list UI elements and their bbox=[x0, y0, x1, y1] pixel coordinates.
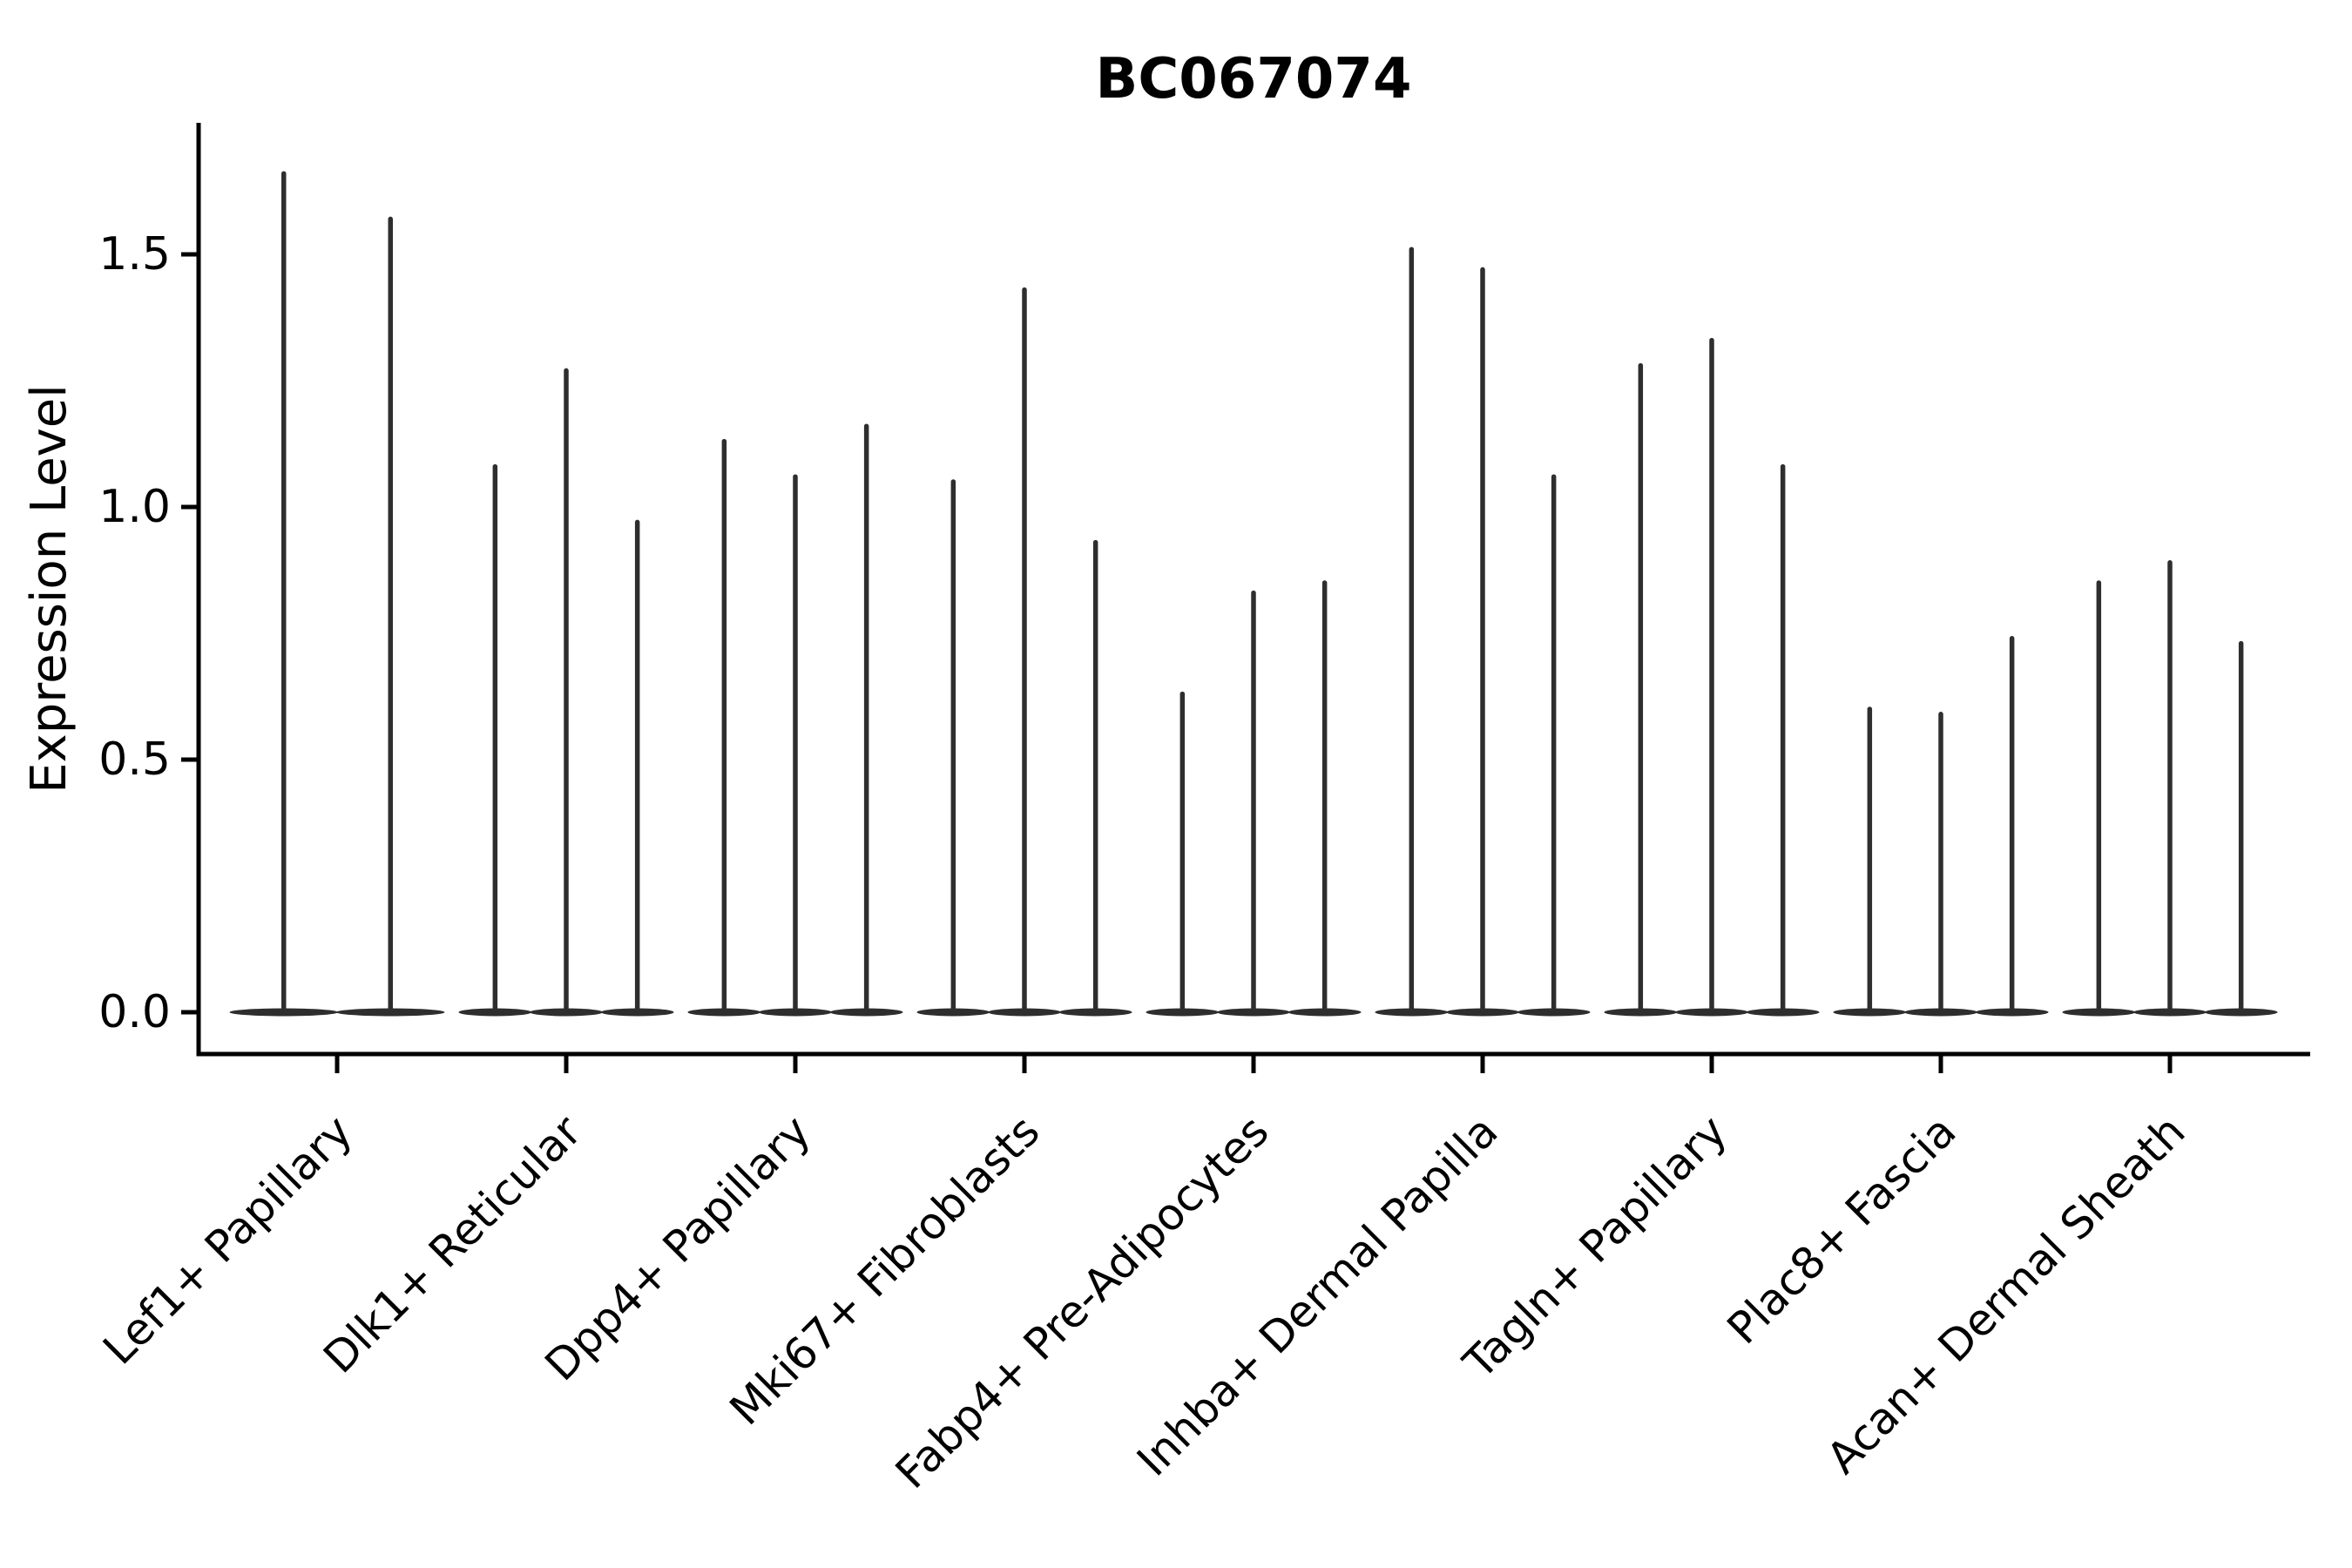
x-tick-label: Plac8+ Fascia bbox=[1718, 1105, 1966, 1354]
violin-group bbox=[1604, 337, 1820, 1017]
violin-group bbox=[2062, 560, 2278, 1017]
violin-group bbox=[229, 171, 445, 1017]
violin-group bbox=[1375, 247, 1591, 1017]
x-tick-label: Lef1+ Papillary bbox=[93, 1105, 362, 1374]
violin-group bbox=[687, 423, 903, 1017]
violin-group bbox=[916, 287, 1132, 1017]
y-tick-label: 1.5 bbox=[98, 228, 171, 280]
y-tick-label: 0.5 bbox=[98, 733, 171, 786]
violin-group bbox=[458, 368, 674, 1017]
x-tick-label: Fabp4+ Pre-Adipocytes bbox=[886, 1105, 1279, 1498]
chart-title: BC067074 bbox=[1096, 47, 1412, 112]
y-axis-label: Expression Level bbox=[21, 384, 78, 794]
y-tick-label: 0.0 bbox=[98, 986, 171, 1038]
y-tick-label: 1.0 bbox=[98, 481, 171, 533]
violins-layer bbox=[229, 171, 2278, 1017]
violin-group bbox=[1833, 636, 2049, 1017]
violin-group bbox=[1146, 580, 1362, 1017]
